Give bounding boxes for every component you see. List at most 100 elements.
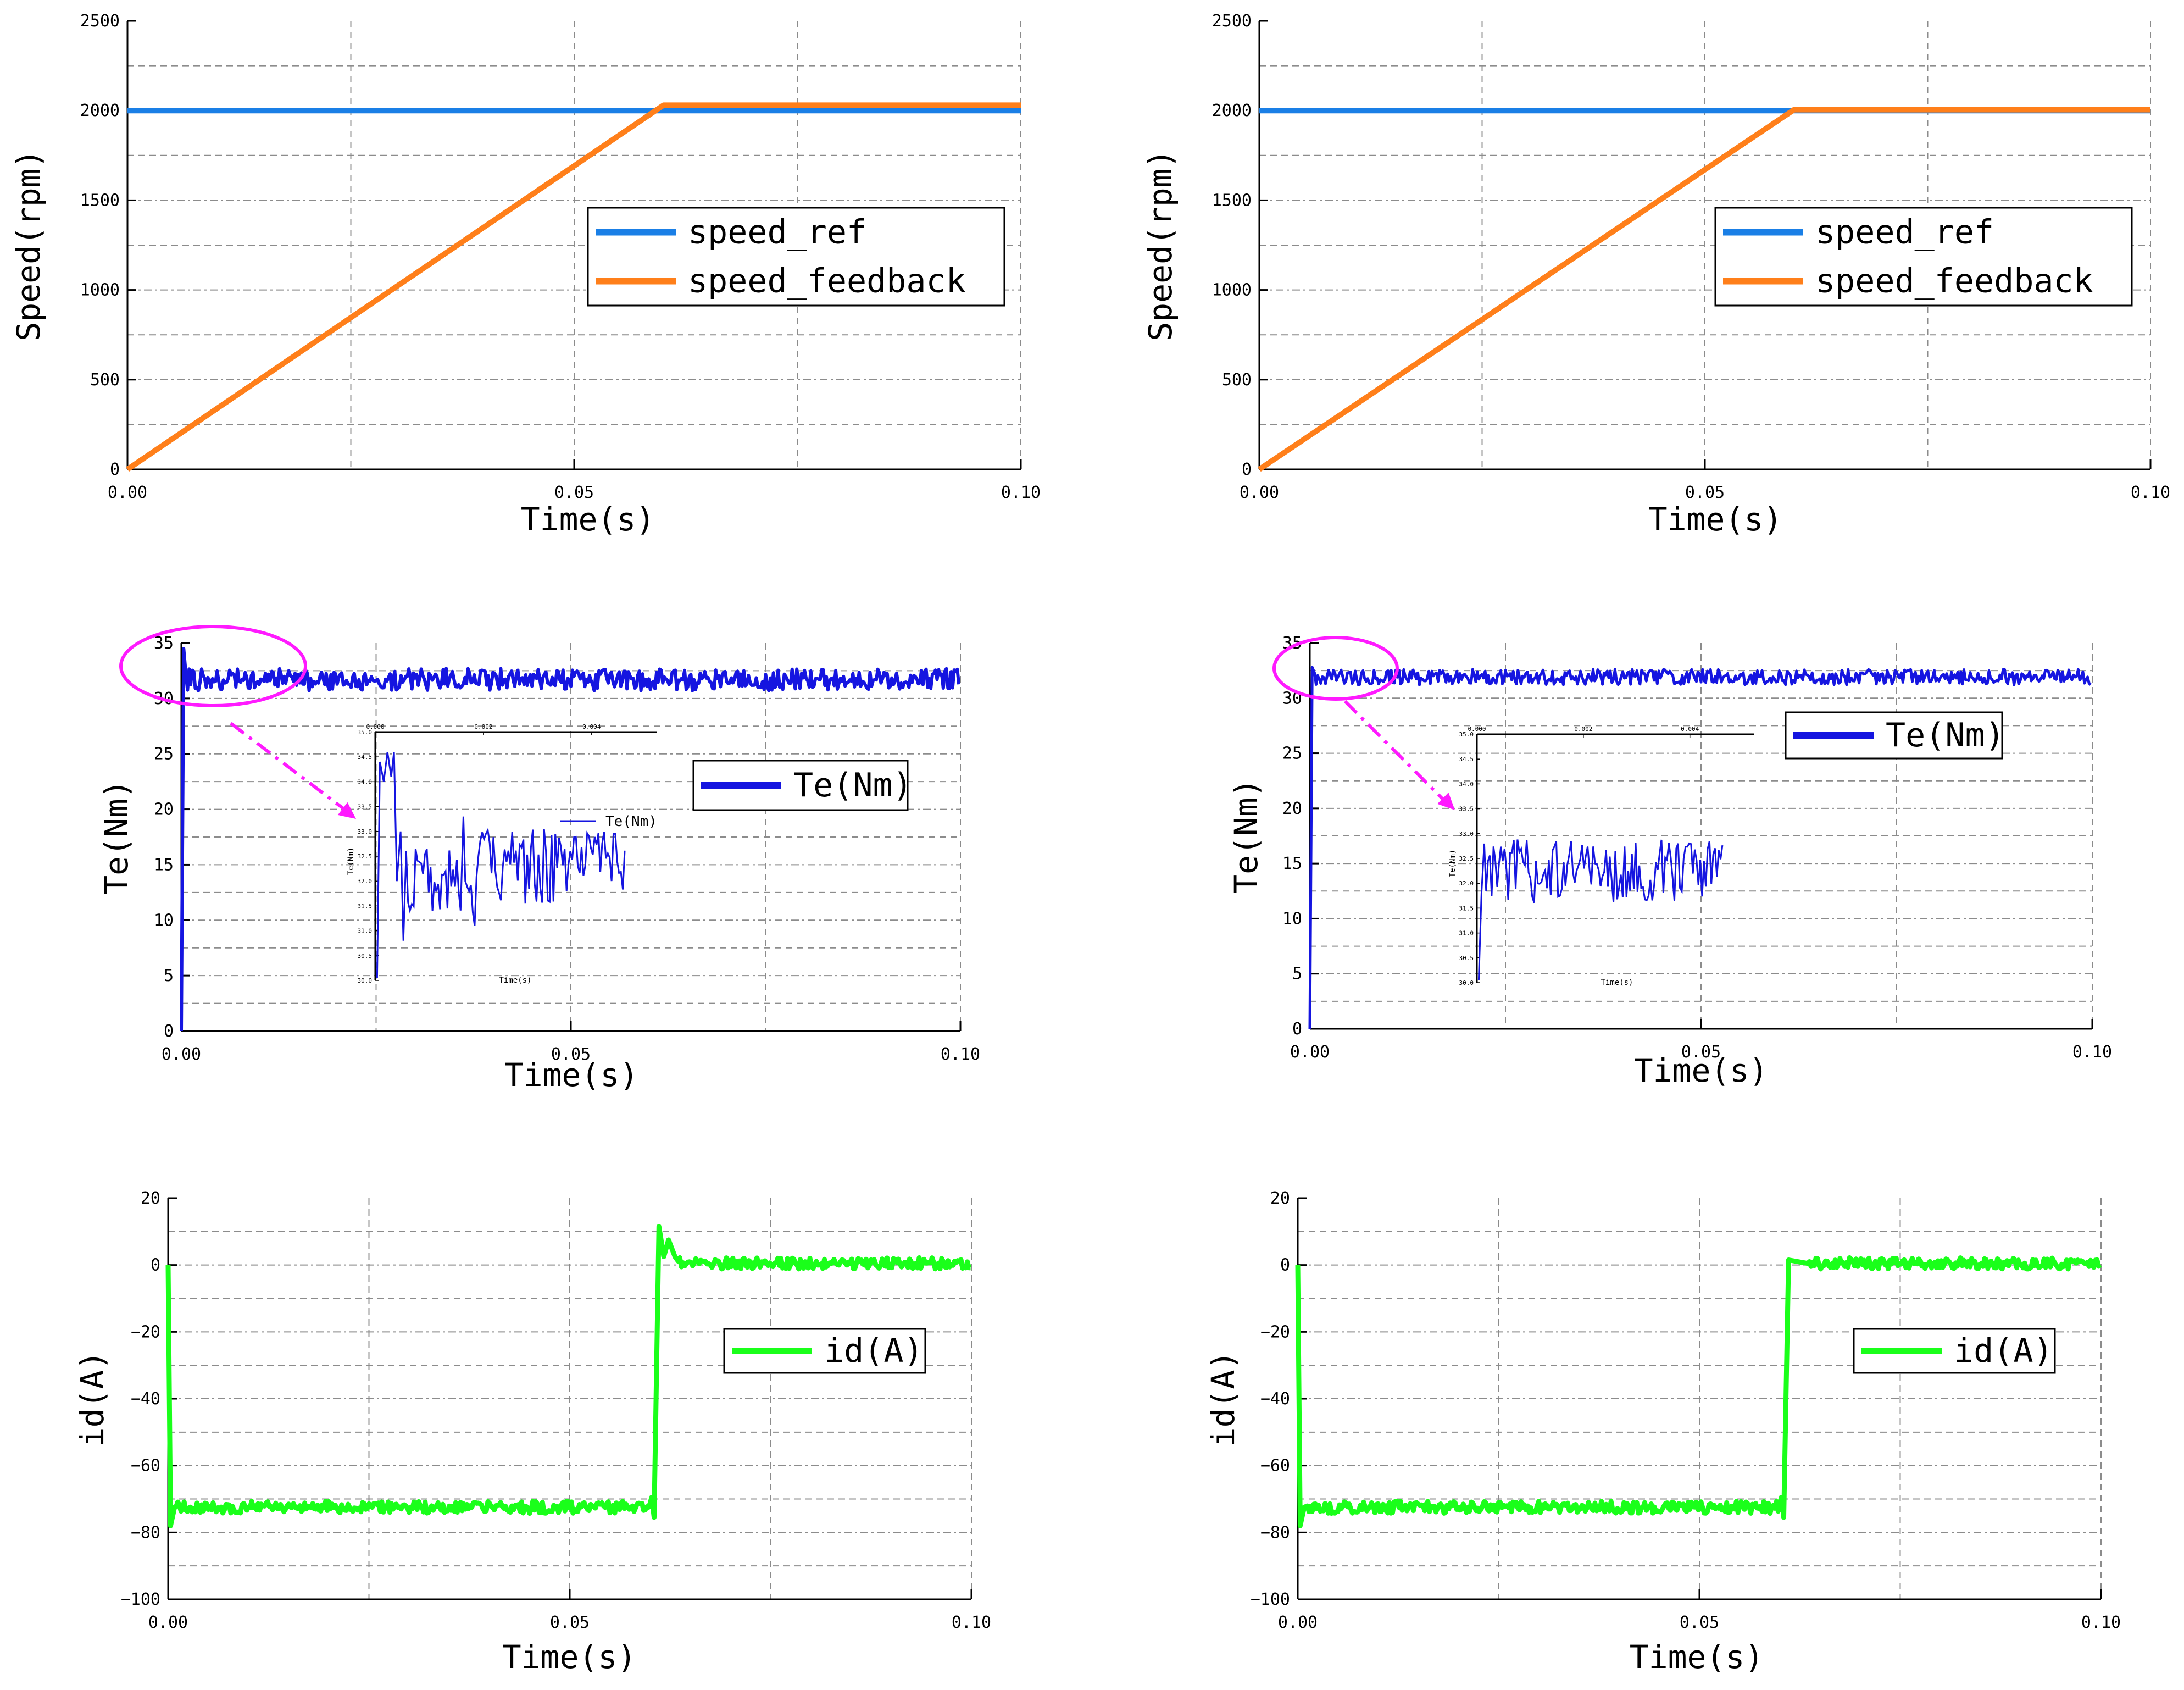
x-axis-label: Time(s) [1630, 1638, 1764, 1676]
y-axis-label: Speed(rpm) [1142, 149, 1179, 341]
y-tick-label: 0 [1242, 460, 1252, 479]
zoom-arrow-line [1343, 700, 1449, 805]
legend: speed_ref speed_feedback [1714, 207, 2133, 307]
y-tick-label: 500 [90, 370, 120, 390]
legend-entry: id(A) [1954, 1332, 2053, 1370]
x-axis-label: Time(s) [1648, 501, 1782, 538]
legend: Te(Nm) [1785, 711, 2005, 760]
x-tick-label: 0.00 [1278, 1613, 1318, 1632]
legend-entry: Te(Nm) [793, 766, 913, 805]
y-tick-label: −80 [131, 1523, 160, 1542]
series-line-id-a- [165, 1224, 972, 1528]
x-tick-label: 0.05 [1680, 1613, 1719, 1632]
x-tick-label: 0.00 [148, 1613, 188, 1632]
x-tick-label: 0.00 [108, 483, 147, 502]
inset-y-tick-label: 30.5 [358, 952, 373, 960]
y-tick-label: −40 [131, 1389, 160, 1409]
x-tick-label: 0.05 [551, 1045, 591, 1064]
x-tick-label: 0.05 [1685, 483, 1725, 502]
inset-y-label: Te(Nm) [1448, 850, 1457, 878]
inset-x-tick-label: 0.002 [1574, 725, 1592, 733]
y-tick-label: 1500 [1212, 191, 1252, 210]
y-tick-label: −80 [1260, 1523, 1290, 1542]
y-tick-label: −20 [131, 1322, 160, 1342]
inset-y-tick-label: 35.0 [1459, 731, 1474, 738]
inset-y-tick-label: 32.0 [1459, 880, 1474, 887]
y-tick-label: 2500 [80, 12, 120, 31]
legend-entry: speed_ref [688, 213, 866, 252]
y-tick-label: 500 [1222, 370, 1252, 390]
y-tick-label: 0 [151, 1256, 160, 1275]
x-tick-label: 0.00 [1240, 483, 1279, 502]
y-tick-label: 0 [164, 1022, 174, 1041]
legend-entry: Te(Nm) [1886, 716, 2005, 755]
x-tick-label: 0.00 [1290, 1043, 1330, 1062]
x-axis-label: Time(s) [502, 1638, 636, 1676]
inset-y-tick-label: 31.5 [1459, 905, 1474, 912]
x-tick-label: 0.05 [1681, 1043, 1721, 1062]
y-tick-label: −100 [1251, 1590, 1290, 1609]
y-axis-label: id(A) [74, 1351, 111, 1447]
y-tick-label: 20 [1270, 1189, 1290, 1208]
y-tick-label: 0 [110, 460, 120, 479]
series-line-speed-feedback [126, 102, 1021, 472]
inset-y-tick-label: 31.0 [1459, 930, 1474, 937]
inset-y-tick-label: 35.0 [358, 729, 373, 736]
inset-y-tick-label: 32.5 [1459, 855, 1474, 862]
y-tick-label: 20 [154, 800, 174, 819]
chart-speed-right: 0 500 1000 1500 2000 2500 0.00 0.05 0.10 Time(s) S… [1142, 12, 2170, 538]
y-axis-label: Te(Nm) [98, 779, 135, 895]
inset-y-tick-label: 31.5 [358, 902, 373, 910]
zoom-arrow-head [337, 802, 356, 819]
grid-lines [1298, 1198, 2102, 1599]
x-tick-label: 0.00 [162, 1045, 201, 1064]
zoom-arrow-line [230, 722, 349, 814]
x-tick-label: 0.10 [2072, 1043, 2112, 1062]
y-tick-label: −60 [1260, 1456, 1290, 1476]
y-tick-label: 5 [164, 966, 174, 985]
grid-lines [181, 643, 961, 1031]
x-tick-label: 0.10 [952, 1613, 991, 1632]
inset-x-tick-label: 0.002 [474, 723, 492, 730]
inset-y-tick-label: 30.0 [1459, 979, 1474, 987]
y-tick-label: 0 [1280, 1256, 1290, 1275]
inset-legend-label: Te(Nm) [605, 813, 657, 830]
x-axis-label: Time(s) [521, 501, 655, 538]
x-tick-label: 0.10 [2131, 483, 2170, 502]
y-tick-label: 10 [1282, 909, 1302, 928]
inset-y-tick-label: 32.0 [358, 878, 373, 885]
legend-entry: speed_feedback [1815, 262, 2093, 301]
x-axis-label: Time(s) [1634, 1052, 1768, 1089]
y-tick-label: 15 [1282, 854, 1302, 873]
y-tick-label: 15 [154, 855, 174, 874]
y-tick-label: 1000 [80, 281, 120, 300]
y-tick-label: 0 [1292, 1019, 1302, 1039]
y-tick-label: 1500 [80, 191, 120, 210]
zoom-highlight-ellipse [119, 625, 307, 707]
x-tick-label: 0.05 [554, 483, 594, 502]
inset-y-tick-label: 32.5 [358, 853, 373, 860]
y-tick-label: 35 [154, 634, 174, 653]
series-line-speed-feedback [1258, 107, 2150, 472]
inset-y-tick-label: 33.0 [358, 828, 373, 835]
series-line-id-a- [1295, 1255, 2102, 1528]
grid-lines [168, 1198, 972, 1599]
y-tick-label: 20 [1282, 799, 1302, 818]
chart-id-left: −100 −80 −60 −40 −20 0 20 0.00 0.05 0.10 Time(s) id… [74, 1189, 991, 1676]
x-tick-label: 0.05 [550, 1613, 590, 1632]
y-axis-label: Speed(rpm) [10, 149, 47, 341]
inset-x-label: Time(s) [499, 976, 531, 985]
y-tick-label: 25 [1282, 744, 1302, 763]
series-line-te-nm- [180, 647, 961, 1032]
grid-lines [1310, 643, 2093, 1029]
chart-id-right: −100 −80 −60 −40 −20 0 20 0.00 0.05 0.10 Time(s) id… [1204, 1189, 2121, 1676]
legend-box [1714, 207, 2133, 307]
inset-series-line [1477, 839, 1724, 980]
inset-y-tick-label: 34.5 [358, 753, 373, 761]
y-axis-label: id(A) [1204, 1351, 1242, 1447]
y-axis-label: Te(Nm) [1227, 778, 1265, 894]
legend-entry: speed_ref [1815, 213, 1994, 252]
